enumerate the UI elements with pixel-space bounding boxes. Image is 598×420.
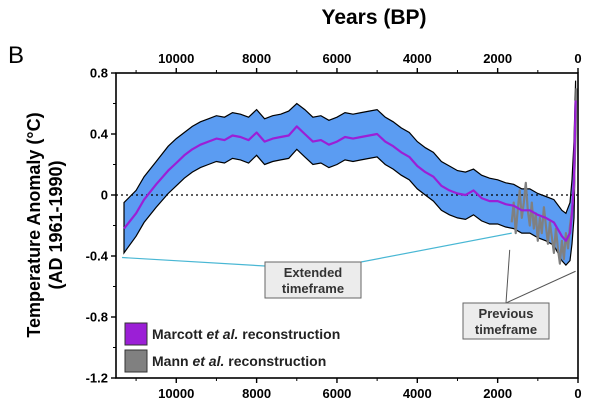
y-tick-label: -0.8	[86, 310, 108, 325]
legend-swatch-mann	[124, 349, 148, 373]
marcott-series-line	[123, 100, 577, 242]
y-tick-label: 0.8	[90, 66, 108, 81]
callout-previous-line2: timeframe	[475, 322, 537, 337]
panel-letter: B	[8, 42, 24, 69]
y-tick-label: 0	[101, 188, 108, 203]
y-axis-title-line1: Temperature Anomaly (°C)	[24, 112, 44, 337]
x-tick-label-bottom: 10000	[158, 386, 194, 401]
uncertainty-band	[123, 80, 577, 266]
legend-item-mann: Mann et al. reconstruction	[124, 349, 326, 373]
x-tick-label-top: 2000	[483, 51, 512, 66]
x-tick-label-bottom: 8000	[242, 386, 271, 401]
y-tick-label: -1.2	[86, 371, 108, 386]
y-axis-title-line2: (AD 1961-1990)	[46, 160, 66, 289]
x-axis-title: Years (BP)	[321, 6, 426, 29]
x-tick-label-top: 6000	[322, 51, 351, 66]
x-tick-label-bottom: 6000	[322, 386, 351, 401]
legend-item-marcott: Marcott et al. reconstruction	[124, 322, 340, 346]
x-tick-label-bottom: 4000	[403, 386, 432, 401]
extended-leader-right	[360, 232, 512, 263]
callout-previous-box	[462, 302, 550, 340]
x-tick-label-bottom: 2000	[483, 386, 512, 401]
y-tick-label: 0.4	[90, 127, 109, 142]
callout-previous: Previous timeframe	[462, 302, 550, 340]
callout-extended-line1: Extended	[284, 265, 343, 280]
callout-extended: Extended timeframe	[264, 261, 362, 299]
legend: Marcott et al. reconstruction Mann et al…	[124, 322, 340, 373]
legend-swatch-marcott	[124, 322, 148, 346]
y-axis-title-group: Temperature Anomaly (°C) (AD 1961-1990)	[24, 112, 66, 337]
extended-leader-left	[121, 256, 266, 267]
callout-extended-box	[264, 261, 362, 299]
series-group	[123, 88, 578, 265]
x-tick-label-top: 4000	[403, 51, 432, 66]
y-tick-label: -0.4	[86, 249, 109, 264]
x-tick-label-bottom: 0	[574, 386, 581, 401]
callout-extended-line2: timeframe	[282, 281, 344, 296]
previous-leader-right	[505, 270, 576, 304]
ticks-group: 10000 10000 8000 8000 6000 6000 4000 4000 2000 20…	[86, 51, 582, 401]
legend-label-mann: Mann et al. reconstruction	[152, 353, 326, 369]
x-tick-label-top: 8000	[242, 51, 271, 66]
x-tick-label-top: 10000	[158, 51, 194, 66]
previous-leader-left	[505, 249, 511, 304]
callout-previous-line1: Previous	[479, 306, 534, 321]
x-tick-label-top: 0	[574, 51, 581, 66]
legend-label-marcott: Marcott et al. reconstruction	[152, 326, 340, 342]
uncertainty-band-group	[123, 80, 577, 266]
annotation-lines-group	[121, 232, 576, 304]
